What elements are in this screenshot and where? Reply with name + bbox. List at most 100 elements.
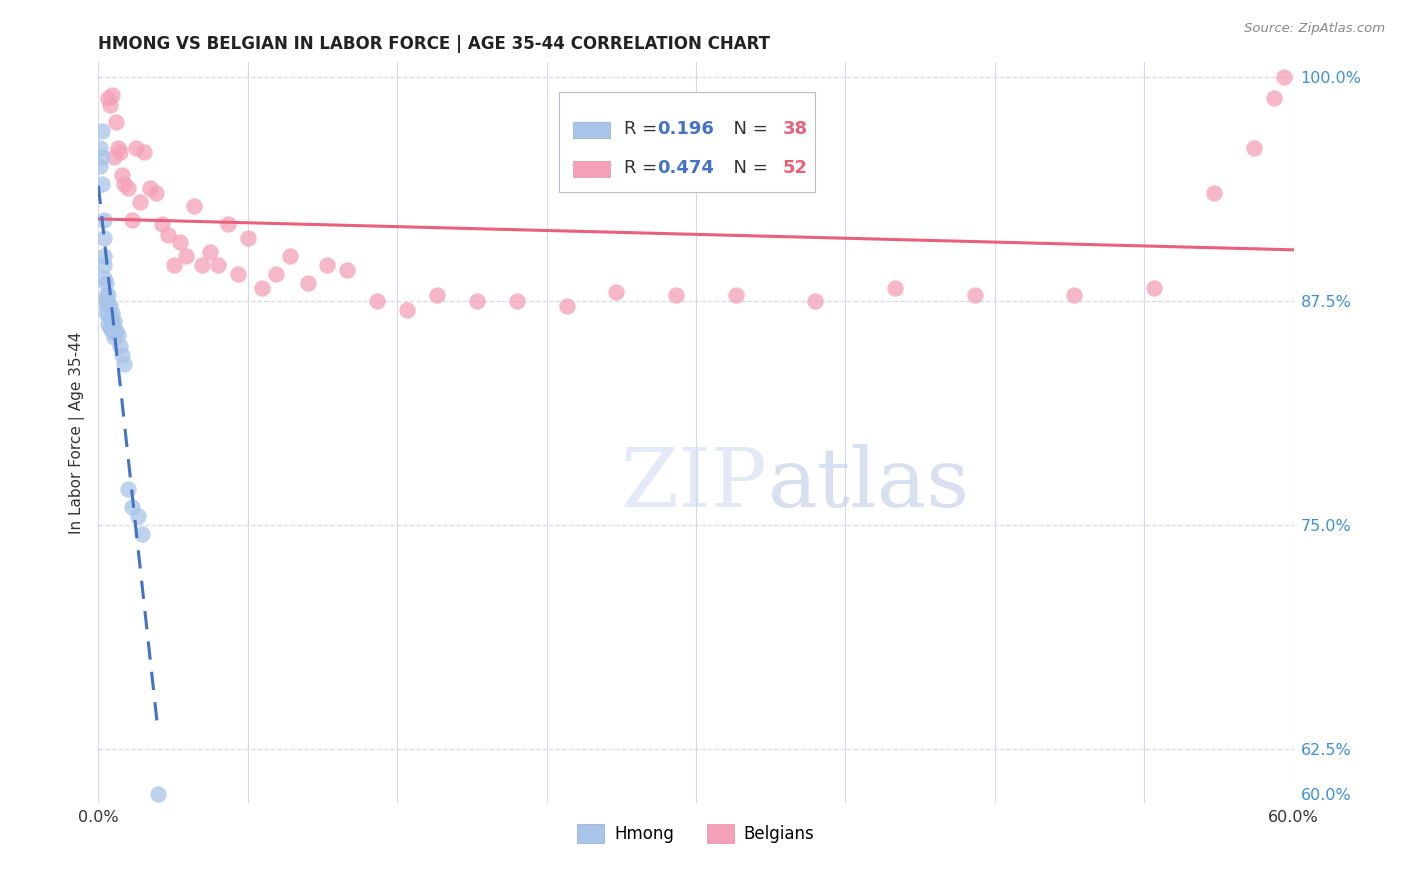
Point — [297, 276, 319, 290]
Point — [884, 281, 907, 295]
Point — [336, 263, 359, 277]
Point — [724, 288, 747, 302]
Point — [98, 320, 122, 334]
Point — [112, 357, 135, 371]
Text: R =: R = — [624, 160, 664, 178]
FancyBboxPatch shape — [572, 121, 610, 138]
Point — [217, 217, 239, 231]
Point — [97, 297, 120, 311]
Point — [98, 299, 122, 313]
Text: atlas: atlas — [768, 444, 970, 524]
Point — [97, 288, 120, 302]
Point — [98, 98, 122, 112]
Point — [183, 199, 205, 213]
Y-axis label: In Labor Force | Age 35-44: In Labor Force | Age 35-44 — [69, 332, 86, 533]
Text: 52: 52 — [783, 160, 808, 178]
Point — [103, 320, 125, 334]
Text: HMONG VS BELGIAN IN LABOR FORCE | AGE 35-44 CORRELATION CHART: HMONG VS BELGIAN IN LABOR FORCE | AGE 35… — [98, 35, 770, 53]
Legend: Hmong, Belgians: Hmong, Belgians — [571, 817, 821, 850]
Point — [93, 270, 115, 285]
Point — [163, 258, 186, 272]
Point — [101, 315, 124, 329]
FancyBboxPatch shape — [558, 92, 815, 192]
Point — [97, 317, 120, 331]
Point — [93, 231, 115, 245]
Point — [121, 500, 143, 514]
Point — [145, 186, 167, 201]
Text: 0.196: 0.196 — [658, 120, 714, 138]
Point — [1063, 288, 1085, 302]
Point — [91, 178, 114, 192]
Point — [804, 293, 827, 308]
Point — [150, 217, 173, 231]
Text: 0.474: 0.474 — [658, 160, 714, 178]
Point — [127, 508, 149, 523]
Point — [96, 306, 118, 320]
Point — [316, 258, 339, 272]
Text: R =: R = — [624, 120, 664, 138]
Point — [1143, 281, 1166, 295]
Point — [111, 348, 134, 362]
Point — [1202, 186, 1225, 201]
Point — [96, 276, 118, 290]
Point — [89, 160, 111, 174]
Point — [103, 313, 125, 327]
Point — [91, 123, 114, 137]
Point — [107, 327, 129, 342]
Point — [1243, 141, 1265, 155]
Point — [396, 302, 419, 317]
Point — [111, 169, 134, 183]
Point — [101, 306, 124, 320]
Point — [103, 329, 125, 343]
Point — [426, 288, 449, 302]
Text: N =: N = — [723, 160, 773, 178]
Point — [103, 151, 125, 165]
Point — [98, 310, 122, 324]
Point — [93, 258, 115, 272]
Point — [97, 91, 120, 105]
Point — [101, 87, 124, 102]
Point — [366, 293, 388, 308]
Point — [96, 297, 118, 311]
Point — [129, 195, 152, 210]
Point — [174, 249, 197, 263]
Point — [264, 267, 287, 281]
Point — [198, 245, 221, 260]
Point — [110, 339, 132, 353]
Point — [963, 288, 986, 302]
Point — [93, 249, 115, 263]
Point — [506, 293, 529, 308]
Point — [278, 249, 301, 263]
Point — [465, 293, 488, 308]
Point — [101, 324, 124, 338]
Point — [148, 787, 170, 801]
Point — [207, 258, 229, 272]
Point — [117, 482, 139, 496]
Text: N =: N = — [723, 120, 773, 138]
Point — [605, 285, 627, 299]
Point — [89, 141, 111, 155]
Point — [226, 267, 249, 281]
Point — [97, 306, 120, 320]
Point — [105, 324, 128, 338]
Point — [191, 258, 214, 272]
Point — [125, 141, 148, 155]
Point — [96, 288, 118, 302]
Point — [91, 151, 114, 165]
Point — [169, 235, 191, 249]
Point — [107, 141, 129, 155]
Point — [93, 213, 115, 227]
Point — [131, 527, 153, 541]
Point — [117, 181, 139, 195]
Point — [1272, 70, 1295, 84]
Point — [134, 145, 156, 159]
Point — [139, 181, 162, 195]
Text: ZIP: ZIP — [620, 444, 768, 524]
Point — [110, 145, 132, 159]
Point — [121, 213, 143, 227]
Point — [250, 281, 273, 295]
Point — [96, 293, 118, 308]
Point — [157, 227, 180, 242]
FancyBboxPatch shape — [572, 161, 610, 178]
Point — [236, 231, 259, 245]
